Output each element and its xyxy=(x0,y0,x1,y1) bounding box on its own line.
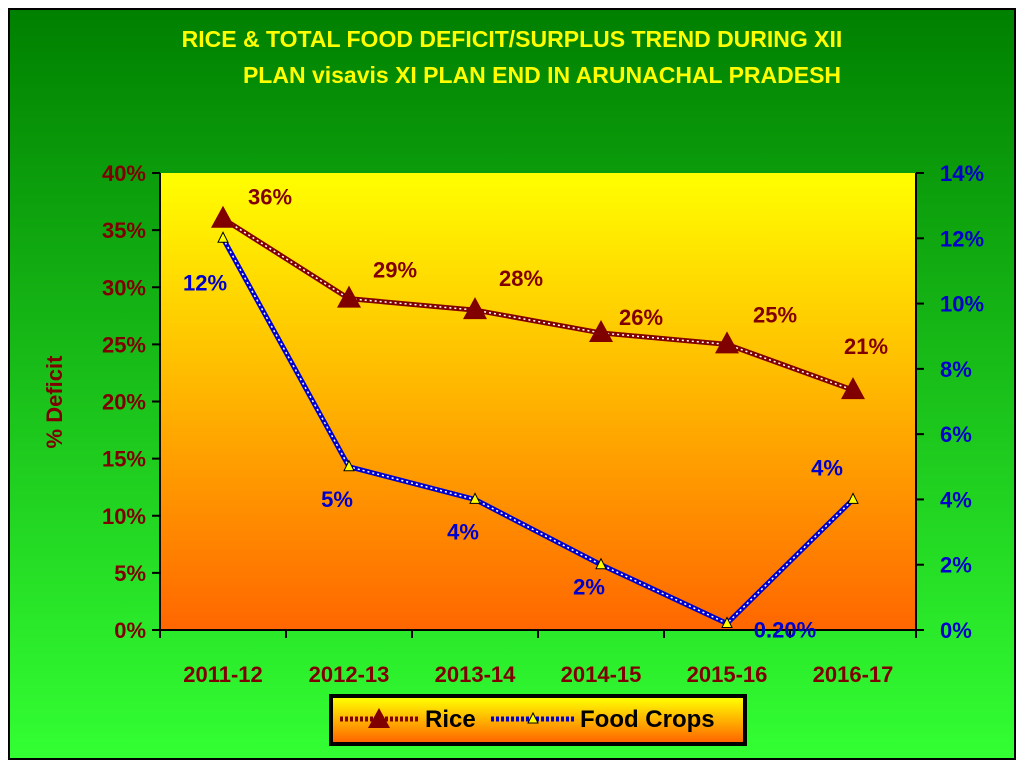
y-left-tick-label: 15% xyxy=(102,447,146,472)
x-tick-label: 2014-15 xyxy=(561,662,642,687)
y-right-tick-label: 14% xyxy=(940,161,984,186)
y-left-tick-label: 5% xyxy=(114,561,146,586)
y-left-tick-label: 20% xyxy=(102,390,146,415)
food-crops-data-label: 0.20% xyxy=(754,617,816,642)
y-left-tick-label: 40% xyxy=(102,161,146,186)
food-crops-marker xyxy=(343,459,355,472)
x-tick-label: 2015-16 xyxy=(687,662,768,687)
food-crops-marker xyxy=(469,492,481,504)
rice-line xyxy=(221,216,854,393)
y-right-tick-label: 0% xyxy=(940,618,972,643)
food-crops-data-label: 12% xyxy=(183,270,227,295)
chart-title-line-2: PLAN visavis XI PLAN END IN ARUNACHAL PR… xyxy=(243,62,841,88)
food-crops-line-pattern xyxy=(222,237,854,625)
chart-title-line-1: RICE & TOTAL FOOD DEFICIT/SURPLUS TREND … xyxy=(182,26,843,52)
rice-data-label: 21% xyxy=(844,334,888,359)
rice-data-label: 26% xyxy=(619,305,663,330)
legend: Rice Food Crops xyxy=(329,694,747,746)
legend-food-marker xyxy=(527,711,539,724)
food-crops-marker xyxy=(847,492,859,504)
legend-rice-label: Rice xyxy=(425,706,476,733)
y-right-tick-label: 2% xyxy=(940,553,972,578)
food-crops-data-label: 4% xyxy=(447,519,479,544)
rice-data-label: 29% xyxy=(373,258,417,283)
y-right-tick-label: 10% xyxy=(940,292,984,317)
rice-data-label: 28% xyxy=(499,266,543,291)
legend-food-label: Food Crops xyxy=(580,706,715,733)
legend-rice-marker xyxy=(368,708,390,728)
rice-data-label: 25% xyxy=(753,302,797,327)
y-left-tick-label: 10% xyxy=(102,504,146,529)
y-axis-label: % Deficit xyxy=(42,355,67,449)
rice-marker xyxy=(841,377,865,400)
y-right-tick-label: 12% xyxy=(940,226,984,251)
rice-data-label: 36% xyxy=(248,185,292,210)
food-crops-data-label: 4% xyxy=(811,455,843,480)
food-crops-marker xyxy=(721,616,733,628)
food-crops-marker xyxy=(595,557,607,570)
rice-marker xyxy=(715,331,739,354)
y-right-tick-label: 8% xyxy=(940,357,972,382)
food-crops-marker xyxy=(217,231,229,243)
plot-area xyxy=(160,173,916,630)
y-right-tick-label: 6% xyxy=(940,422,972,447)
axes: 0% 5% 10% 15% 20% 25% 30% 35% 40% 0% 2% 4% 6% 8% 10% 12… xyxy=(102,161,984,687)
y-left-tick-label: 35% xyxy=(102,218,146,243)
y-left-tick-label: 25% xyxy=(102,332,146,357)
x-tick-label: 2016-17 xyxy=(813,662,894,687)
x-tick-label: 2011-12 xyxy=(183,662,263,687)
x-tick-label: 2012-13 xyxy=(309,662,390,687)
food-crops-data-label: 2% xyxy=(573,575,605,600)
food-crops-data-label: 5% xyxy=(321,487,353,512)
rice-marker xyxy=(211,205,235,228)
y-left-tick-label: 30% xyxy=(102,275,146,300)
x-tick-label: 2013-14 xyxy=(435,662,517,687)
rice-marker xyxy=(337,285,361,308)
rice-marker xyxy=(463,297,487,320)
y-right-tick-label: 4% xyxy=(940,487,972,512)
series-group: 12% 5% 4% 2% 0.20% 4% 36% 29% 28% 26% 25% 21% xyxy=(183,185,888,643)
rice-marker xyxy=(589,319,613,342)
y-left-tick-label: 0% xyxy=(114,618,146,643)
